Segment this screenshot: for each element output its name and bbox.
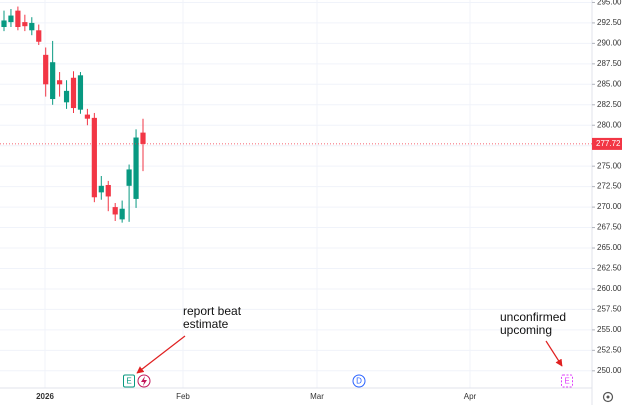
last-price-label: 277.72 <box>596 139 621 148</box>
candle-body <box>36 30 42 42</box>
candle-body <box>77 75 84 110</box>
candle-body <box>133 137 139 199</box>
candle-body <box>119 208 125 220</box>
x-tick-label: 2026 <box>36 392 54 401</box>
split-icon[interactable] <box>137 374 151 388</box>
annotation-text: upcoming <box>500 323 552 337</box>
candle-body <box>63 90 70 103</box>
y-tick-label: 272.50 <box>597 182 622 191</box>
candle-body <box>43 54 49 85</box>
y-tick-label: 280.00 <box>597 120 622 129</box>
x-tick-label: Apr <box>464 392 477 401</box>
annotation-arrow <box>545 340 563 367</box>
y-tick-label: 282.50 <box>597 100 622 109</box>
candle-body <box>8 15 14 23</box>
annotation-text: report beat <box>183 304 242 318</box>
y-tick-label: 275.00 <box>597 161 622 170</box>
y-tick-label: 260.00 <box>597 284 622 293</box>
y-tick-label: 262.50 <box>597 264 622 273</box>
candle-body <box>22 22 28 27</box>
candle-body <box>29 22 35 31</box>
event-marker[interactable] <box>561 374 573 388</box>
y-tick-label: 267.50 <box>597 223 622 232</box>
x-tick-label: Feb <box>176 392 190 401</box>
y-tick-label: 287.50 <box>597 59 622 68</box>
candle-body <box>50 62 56 100</box>
event-label: E <box>564 377 569 386</box>
event-marker[interactable] <box>352 374 366 388</box>
y-tick-label: 290.00 <box>597 38 622 47</box>
candle-body <box>1 20 7 28</box>
candle-body <box>105 184 111 197</box>
event-label: D <box>356 377 362 386</box>
event-marker[interactable] <box>123 374 135 388</box>
candle-body <box>57 80 63 85</box>
candle-body <box>70 77 77 109</box>
candle-body <box>126 169 132 186</box>
y-tick-label: 250.00 <box>597 366 622 375</box>
y-tick-label: 295.00 <box>597 0 622 7</box>
y-tick-label: 252.50 <box>597 345 622 354</box>
candle-body <box>112 207 118 215</box>
candle-body <box>15 10 21 28</box>
last-price-badge <box>592 137 622 150</box>
annotation-text: unconfirmed <box>500 310 566 324</box>
candle-body <box>84 114 90 119</box>
y-tick-label: 255.00 <box>597 325 622 334</box>
x-tick-label: Mar <box>310 392 324 401</box>
candle-body <box>91 117 97 198</box>
y-tick-label: 265.00 <box>597 243 622 252</box>
y-tick-label: 257.50 <box>597 305 622 314</box>
settings-icon[interactable] <box>602 391 614 403</box>
candle-body <box>98 185 104 193</box>
candle-body <box>140 132 146 144</box>
event-label: E <box>126 377 131 386</box>
y-tick-label: 285.00 <box>597 79 622 88</box>
annotation-text: estimate <box>183 317 229 331</box>
y-tick-label: 292.50 <box>597 18 622 27</box>
annotation-arrow <box>136 335 186 374</box>
y-tick-label: 270.00 <box>597 202 622 211</box>
